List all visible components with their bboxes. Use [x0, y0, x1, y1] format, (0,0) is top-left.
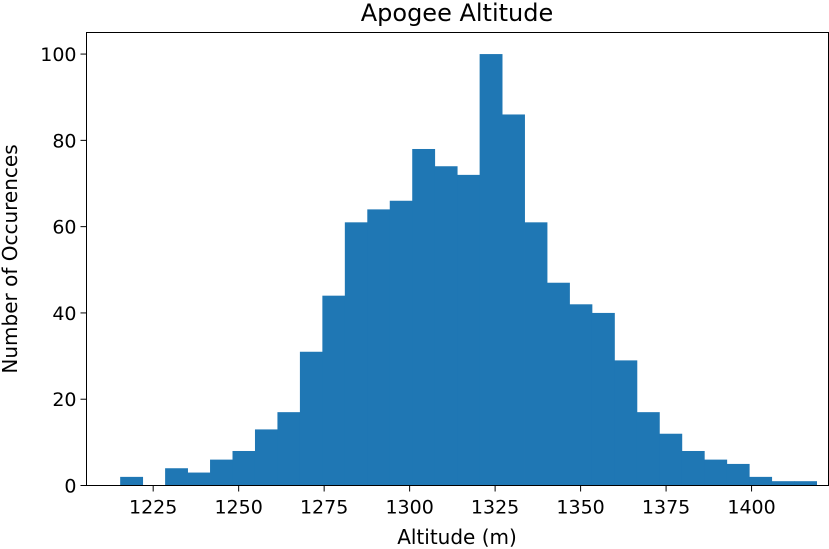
x-tick-label: 1225 — [129, 497, 177, 519]
histogram-bar — [232, 450, 256, 486]
histogram-bar — [322, 295, 346, 486]
histogram-bar — [771, 481, 795, 486]
y-axis-ticks: 0 20 40 60 80 100 — [40, 44, 87, 498]
y-tick-label: 100 — [40, 44, 76, 66]
histogram-bar — [524, 222, 548, 486]
y-tick-label: 20 — [52, 389, 76, 411]
bars-group — [120, 54, 818, 486]
y-axis-label: Number of Occurences — [0, 144, 22, 373]
histogram-bar — [412, 148, 436, 486]
chart-title: Apogee Altitude — [361, 0, 554, 27]
histogram-bar — [659, 433, 683, 486]
histogram-bar — [389, 200, 413, 486]
histogram-bar — [681, 450, 705, 486]
histogram-bar — [120, 476, 144, 486]
x-tick-label: 1400 — [727, 497, 775, 519]
x-tick-label: 1375 — [642, 497, 690, 519]
histogram-bar — [210, 459, 233, 486]
x-tick-label: 1300 — [385, 497, 433, 519]
y-tick-label: 80 — [52, 130, 76, 152]
histogram-bar — [591, 312, 615, 486]
x-tick-label: 1325 — [471, 497, 519, 519]
histogram-bar — [726, 463, 750, 486]
histogram-bar — [569, 304, 593, 486]
x-tick-label: 1275 — [300, 497, 348, 519]
histogram-bar — [277, 412, 301, 486]
histogram-bar — [299, 351, 323, 486]
histogram-bar — [547, 282, 570, 486]
y-tick-label: 0 — [64, 476, 76, 498]
histogram-bar — [794, 481, 818, 486]
x-tick-label: 1350 — [556, 497, 604, 519]
histogram-bar — [636, 412, 660, 486]
histogram-bar — [479, 54, 503, 486]
y-tick-label: 40 — [52, 303, 76, 325]
histogram-bar — [165, 468, 188, 486]
histogram-bar — [367, 209, 391, 486]
histogram-bar — [434, 166, 458, 486]
histogram-bar — [502, 114, 525, 486]
histogram-bar — [704, 459, 728, 486]
histogram-bar — [614, 360, 638, 486]
histogram-bar — [749, 476, 773, 486]
y-tick-label: 60 — [52, 217, 76, 239]
x-axis-label: Altitude (m) — [397, 525, 517, 549]
x-tick-label: 1250 — [214, 497, 262, 519]
histogram-bar — [344, 222, 368, 486]
x-axis-ticks: 1225 1250 1275 1300 1325 1350 1375 1400 — [129, 485, 776, 519]
histogram-bar — [254, 429, 278, 486]
histogram-bar — [187, 472, 211, 486]
histogram-bar — [457, 174, 481, 486]
